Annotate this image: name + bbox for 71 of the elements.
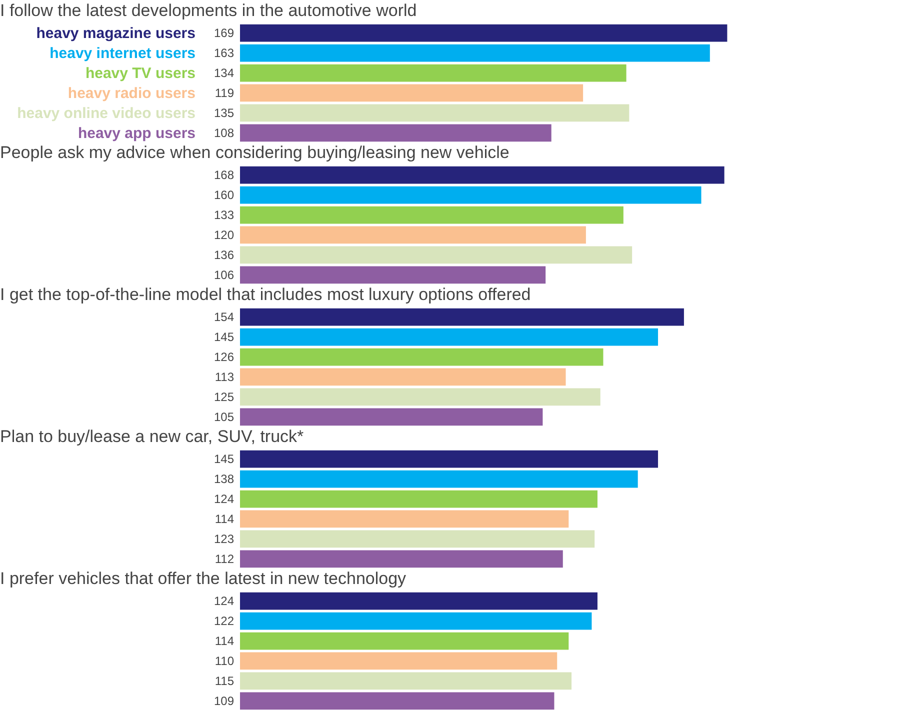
bar [240,592,598,610]
data-label: 120 [214,228,234,242]
bar [240,672,572,690]
data-label: 168 [214,168,234,182]
bar [240,510,569,528]
bar [240,266,546,284]
bar [240,692,554,710]
data-label: 115 [214,674,234,688]
bar [240,308,684,326]
bar [240,104,630,122]
data-label: 138 [214,472,234,486]
chart-title: People ask my advice when considering buying/leasing new vehicle [0,143,510,162]
bar [240,368,566,386]
data-label: 145 [214,452,234,466]
bar [240,530,595,548]
bar [240,166,724,184]
data-label: 106 [214,268,234,282]
bar [240,44,710,62]
bar [240,348,604,366]
bar [240,470,638,488]
data-label: 126 [214,350,234,364]
data-label: 135 [214,106,234,120]
data-label: 119 [214,86,234,100]
data-label: 108 [214,126,234,140]
bar [240,550,563,568]
y-tick-label: heavy radio users [68,84,196,102]
y-tick-label: heavy magazine users [36,25,196,42]
data-label: 109 [214,694,234,708]
bar [240,124,552,142]
y-tick-label: heavy app users [78,124,196,142]
data-label: 154 [214,310,234,324]
bar [240,408,543,426]
y-tick-label: heavy online video users [17,104,196,122]
data-label: 136 [214,248,234,262]
bar [240,206,624,224]
data-label: 112 [214,552,234,566]
y-tick-label: heavy internet users [50,45,196,62]
data-label: 163 [214,46,234,60]
bar [240,84,584,102]
data-label: 124 [214,594,234,608]
chart-title: I prefer vehicles that offer the latest in new technology [0,569,407,588]
bar [240,632,569,650]
bar [240,24,728,42]
data-label: 125 [214,390,234,404]
bar [240,246,632,264]
data-label: 114 [214,634,234,648]
bar [240,226,586,244]
data-label: 169 [214,26,234,40]
data-label: 113 [214,370,234,384]
data-label: 145 [214,330,234,344]
data-label: 123 [214,532,234,546]
bar [240,186,702,204]
chart-title: I follow the latest developments in the automotive world [0,1,417,20]
bar [240,450,658,468]
data-label: 110 [214,654,234,668]
bar [240,328,658,346]
data-label: 114 [214,512,234,526]
data-label: 105 [214,410,234,424]
y-tick-label: heavy TV users [85,65,196,82]
bar [240,388,600,406]
bar [240,490,598,508]
data-label: 133 [214,208,234,222]
chart-title: Plan to buy/lease a new car, SUV, truck* [0,427,304,446]
bar [240,612,592,630]
bar [240,64,626,82]
bar [240,652,558,670]
data-label: 160 [214,188,234,202]
data-label: 124 [214,492,234,506]
data-label: 134 [214,66,234,80]
data-label: 122 [214,614,234,628]
chart-title: I get the top-of-the-line model that includes most luxury options offered [0,285,531,304]
